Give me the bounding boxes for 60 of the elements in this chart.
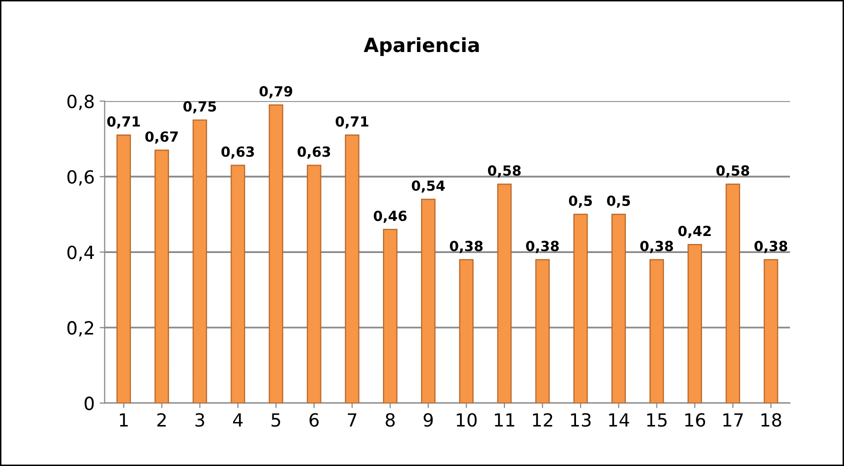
bar [154,150,169,404]
data-label: 0,46 [374,210,407,223]
bar [764,259,778,404]
bar [116,134,131,404]
data-label: 0,42 [678,226,711,238]
x-tick-label: 12 [533,413,552,427]
data-label: 0,79 [260,86,292,98]
x-tick-label: 4 [233,413,243,427]
data-label: 0,67 [145,131,178,144]
bar [497,184,512,404]
data-label: 0,38 [526,240,559,254]
y-tick-label: 0,8 [67,94,94,110]
x-tick-label: 17 [723,413,743,427]
bar [192,119,208,404]
bar [382,228,398,404]
data-label: 0,54 [412,180,445,193]
data-label: 0,5 [607,196,630,208]
data-label: 0,38 [640,240,673,254]
x-tick-label: 3 [195,413,204,427]
data-label: 0,5 [568,196,592,208]
x-tick-label: 2 [157,413,166,427]
bar [535,259,550,404]
bar [650,259,664,404]
x-tick-label: 10 [456,413,477,427]
x-tick-label: 5 [272,413,280,427]
x-tick-label: 13 [571,413,591,427]
chart-title: Apariencia [364,37,479,56]
bar [573,214,588,404]
data-label: 0,58 [488,165,521,178]
data-label: 0,63 [298,146,330,159]
data-label: 0,38 [754,240,788,254]
x-tick-label: 1 [120,413,128,427]
x-tick-label: 7 [348,413,356,427]
bar [459,259,474,404]
data-label: 0,71 [336,116,368,129]
data-label: 0,38 [450,240,483,254]
x-tick-label: 14 [609,413,630,427]
data-label: 0,63 [221,146,254,159]
y-tick-label: 0,4 [67,246,94,262]
bar [230,164,246,404]
y-tick-label: 0,6 [67,170,94,186]
bar [611,214,626,404]
y-tick-label: 0 [84,396,94,410]
x-tick-label: 6 [310,413,319,427]
bar [726,184,740,404]
y-tick-label: 0,2 [67,321,94,337]
data-label: 0,58 [716,165,750,178]
data-label: 0,71 [107,116,140,129]
bar [268,104,284,404]
data-label: 0,75 [183,101,216,114]
x-tick-label: 8 [386,413,395,427]
bar [688,244,702,404]
x-tick-label: 18 [761,413,782,427]
x-tick-label: 16 [685,413,706,427]
bar [306,164,322,404]
x-tick-label: 15 [647,413,667,427]
x-tick-label: 11 [494,413,514,427]
bar [421,198,436,404]
bar [344,134,360,404]
x-tick-label: 9 [424,413,433,427]
